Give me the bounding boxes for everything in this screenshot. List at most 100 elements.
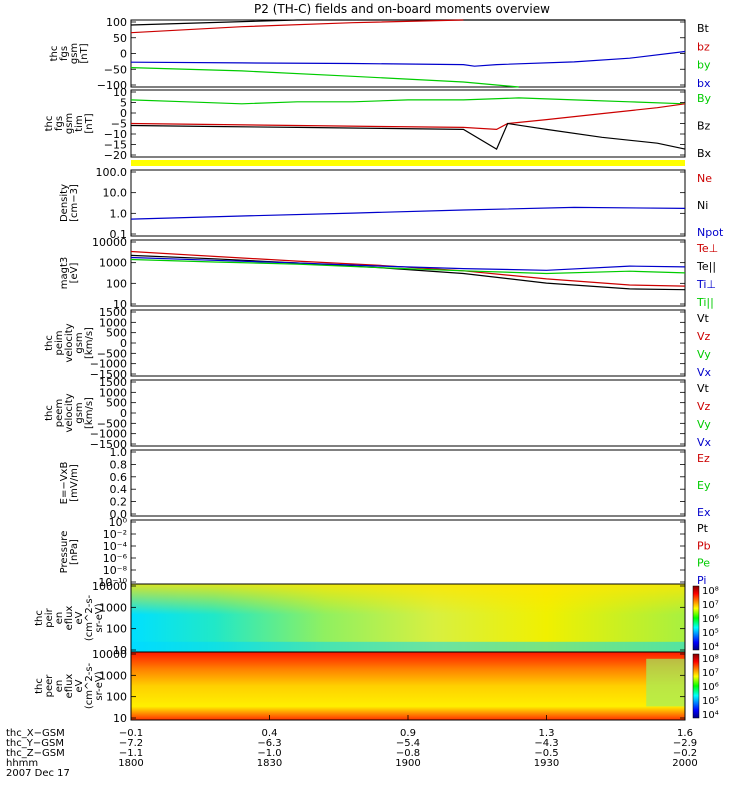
y-axis-label: [km/s] [84,397,95,429]
series-line-Npot [130,206,686,220]
y-axis-label: sr-eV) [94,603,105,632]
series-line-Bx [130,122,686,150]
x-axis-row-label: 2007 Dec 17 [6,768,70,779]
y-tick-label: 0.8 [110,458,128,471]
y-tick-label: 0.4 [110,483,128,496]
y-axis-label: magt3 [59,257,70,290]
series-line-bx [130,50,686,67]
legend-entry: by [697,59,711,72]
legend-entry: Ni [697,199,708,212]
colorbar-tick-label: 10⁸ [702,586,719,597]
y-tick-label: 10.0 [103,187,128,200]
y-tick-label: 0.2 [110,496,128,509]
panel-frame [130,19,686,88]
x-axis-row-label: hhmm [6,758,38,769]
legend-entry: Bx [697,147,712,160]
y-tick-label: 10⁻⁸ [103,564,128,577]
x-tick-label: −7.2 [119,738,143,749]
panel-frame [130,309,686,377]
colorbar-tick-label: 10⁶ [702,682,719,693]
y-axis-label: tim [74,115,85,131]
y-axis-label: gsm [74,402,85,423]
y-axis-label: gsm [64,113,75,134]
y-axis-label: E=−VxB [59,462,70,505]
colorbar-tick-label: 10⁸ [702,654,719,665]
legend-entry: Pe [697,557,710,570]
series-line-By [130,97,686,105]
legend-entry: Vz [697,330,711,343]
y-axis-label: [nPa] [69,539,80,565]
y-tick-label: 1500 [99,306,127,319]
series-line-by [130,67,519,88]
series-line-Te|| [130,254,686,291]
colorbar-tick-label: 10⁷ [702,600,719,611]
x-tick-label: −0.1 [119,728,143,739]
panel-frame [130,379,686,447]
y-tick-label: 100 [106,277,127,290]
legend-entry: Bt [697,22,710,35]
y-axis-label: [mV/m] [69,464,80,502]
chart-title: P2 (TH-C) fields and on-board moments ov… [254,2,550,16]
y-tick-label: −1500 [90,368,127,381]
legend-entry: Ti|| [696,296,714,309]
y-axis-label: thc [34,610,45,626]
colorbar-tick-label: 10⁴ [702,710,719,721]
data-quality-bar [131,160,685,166]
y-tick-label: −15 [104,139,127,152]
y-axis-label: (cm^2-s- [84,594,95,641]
y-tick-label: 0.1 [110,228,128,241]
colorbar-tick-label: 10⁷ [702,668,719,679]
y-tick-label: 10⁰ [109,516,128,529]
panel-fgs_full: 100 50 0 −50 −100 thc fgs gsm [nT] Bt bz by bx [49,16,711,92]
y-axis-label: thc [44,335,55,351]
legend-entry: bx [697,77,711,90]
y-tick-label: −1500 [90,438,127,451]
y-axis-label: gsm [69,43,80,64]
y-tick-label: 1500 [99,376,127,389]
y-tick-label: 10⁻⁴ [103,540,128,553]
legend-entry: Pb [697,539,711,552]
legend-entry: Vy [697,418,711,431]
y-axis-label: eV [74,679,85,692]
panel-frame [130,449,686,517]
y-tick-label: 1000 [99,601,127,614]
x-tick-label: −0.5 [534,748,558,759]
panel-temperature: 10000 1000 100 10 magt3 [eV] Te⊥ Te|| Ti⊥ Ti|| [59,236,718,311]
y-tick-label: 0 [120,107,127,120]
legend-entry: By [697,92,712,105]
y-tick-label: 1000 [99,316,127,329]
y-tick-label: 10000 [92,580,127,593]
y-axis-label: peir [44,607,55,627]
y-tick-label: −1000 [90,428,127,441]
legend-entry: Ey [697,479,711,492]
legend-entry: Te⊥ [696,242,718,255]
legend-entry: Vx [697,366,712,379]
x-axis-row-label: thc_X−GSM [6,728,65,739]
x-tick-label: −6.3 [257,738,281,749]
y-tick-label: 0 [120,337,127,350]
panel-efield: 1.00.80.60.40.20.0 E=−VxB [mV/m] Ez Ey Ex [59,446,711,521]
legend-entry: Vt [697,382,710,395]
series-line-Ti⊥ [130,256,686,271]
y-tick-label: 10000 [92,648,127,661]
x-tick-label: 1800 [118,758,143,769]
y-axis-label: thc [44,116,55,132]
x-tick-label: 1.3 [539,728,555,739]
panel-density: 100.0 10.0 1.0 0.1 Density [cm−3] Ne Ni Npot [59,166,724,241]
y-axis-label: [eV] [69,263,80,284]
y-axis-label: fgs [54,116,65,131]
legend-entry: Ez [697,452,710,465]
y-tick-label: 50 [113,32,127,45]
colorbar [692,653,700,719]
y-tick-label: 1.0 [110,446,128,459]
y-axis-label: eV [74,611,85,624]
y-tick-label: 100 [106,623,127,636]
panel-frame [130,519,686,585]
peer-spectrogram-edge [646,658,685,707]
legend-entry: Pt [697,522,709,535]
y-tick-label: 100 [106,16,127,29]
y-tick-label: 10⁻⁶ [103,552,128,565]
